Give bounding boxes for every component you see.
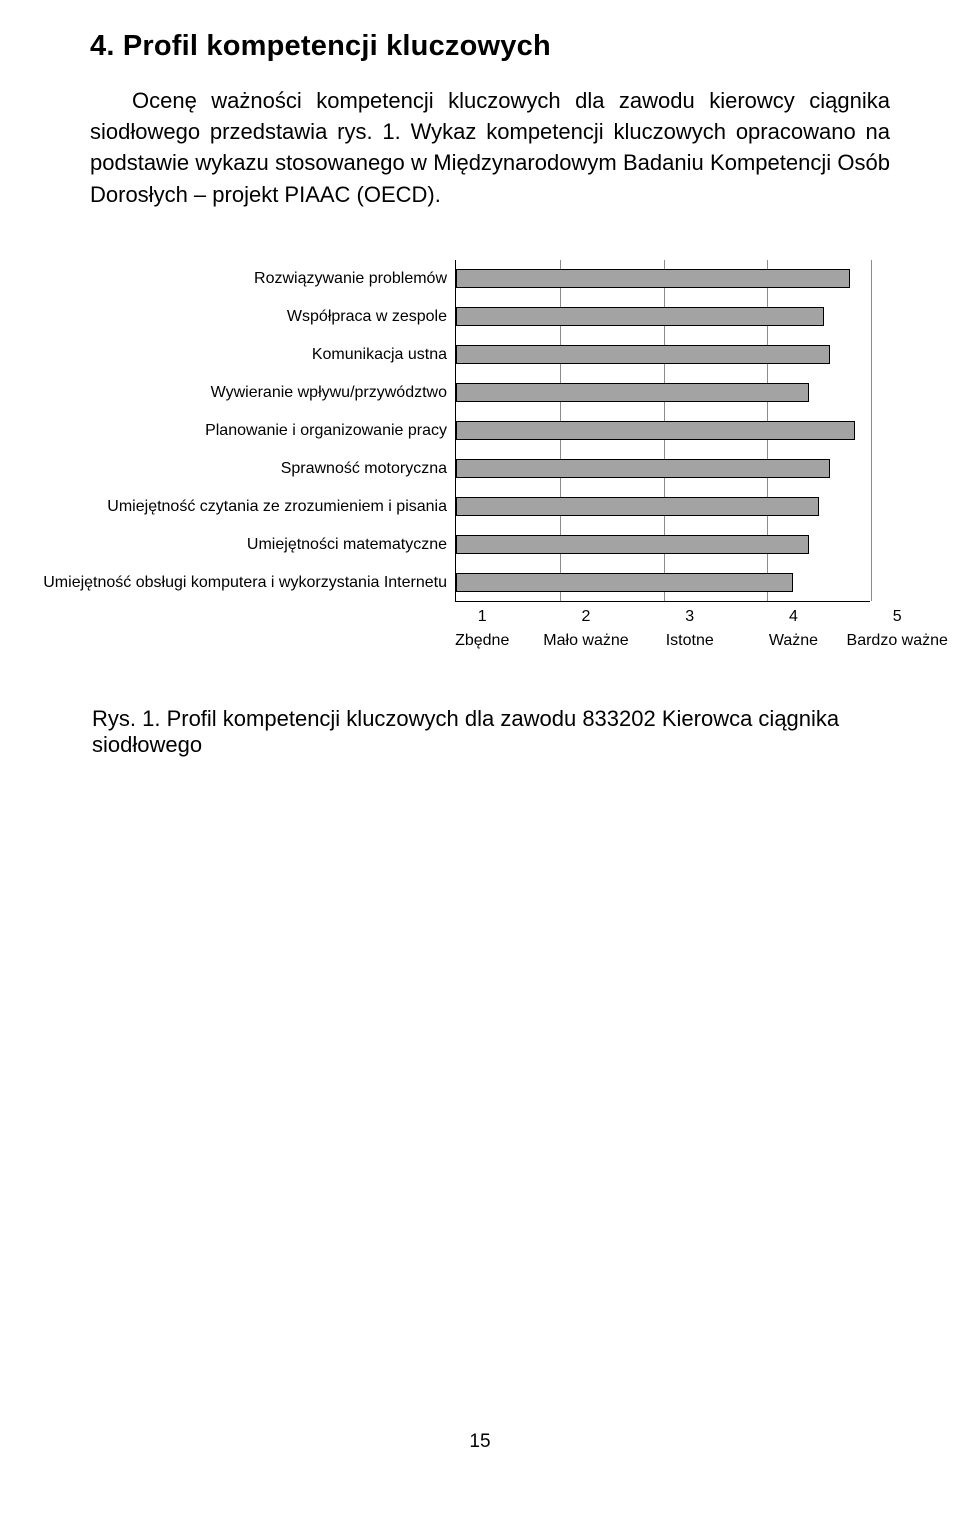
- chart-x-tick-number: 4: [789, 608, 798, 626]
- chart-bar: [456, 345, 830, 364]
- chart-x-axis: 12345 ZbędneMało ważneIstotneWażneBardzo…: [482, 602, 870, 668]
- chart-y-label: Planowanie i organizowanie pracy: [43, 412, 447, 450]
- chart-bar-row: [456, 525, 870, 563]
- chart-x-tick-number: 2: [582, 608, 591, 626]
- chart-bar: [456, 383, 809, 402]
- chart-bar-row: [456, 487, 870, 525]
- chart-bar-row: [456, 449, 870, 487]
- chart-x-tick-number: 5: [893, 608, 902, 626]
- chart-y-label: Rozwiązywanie problemów: [43, 260, 447, 298]
- chart-bar: [456, 573, 793, 592]
- chart-bar-row: [456, 336, 870, 374]
- chart-y-label: Umiejętność czytania ze zrozumieniem i p…: [43, 488, 447, 526]
- chart-bar-row: [456, 374, 870, 412]
- section-title: 4. Profil kompetencji kluczowych: [90, 30, 890, 63]
- chart-y-label: Komunikacja ustna: [43, 336, 447, 374]
- paragraph-text: Ocenę ważności kompetencji kluczowych dl…: [90, 88, 890, 207]
- competency-chart: Rozwiązywanie problemówWspółpraca w zesp…: [90, 260, 870, 602]
- chart-bar: [456, 307, 824, 326]
- chart-x-tick-number: 3: [685, 608, 694, 626]
- chart-bar: [456, 421, 855, 440]
- chart-bar-row: [456, 563, 870, 601]
- chart-x-tick-number: 1: [478, 608, 487, 626]
- chart-bar: [456, 459, 830, 478]
- chart-bar-row: [456, 298, 870, 336]
- chart-bar: [456, 497, 819, 516]
- chart-y-label: Umiejętność obsługi komputera i wykorzys…: [43, 564, 447, 602]
- chart-x-tick-label: Bardzo ważne: [847, 632, 948, 650]
- chart-y-label: Współpraca w zespole: [43, 298, 447, 336]
- chart-x-tick-label: Ważne: [769, 632, 818, 650]
- chart-bar: [456, 535, 809, 554]
- chart-x-tick-label: Zbędne: [455, 632, 509, 650]
- chart-x-tick-label: Mało ważne: [543, 632, 628, 650]
- chart-y-label: Umiejętności matematyczne: [43, 526, 447, 564]
- chart-bar-row: [456, 260, 870, 298]
- section-paragraph: Ocenę ważności kompetencji kluczowych dl…: [90, 85, 890, 210]
- page-number: 15: [0, 1431, 960, 1453]
- figure-caption: Rys. 1. Profil kompetencji kluczowych dl…: [92, 706, 890, 758]
- chart-bar-row: [456, 412, 870, 450]
- chart-y-label: Wywieranie wpływu/przywództwo: [43, 374, 447, 412]
- chart-bar: [456, 269, 850, 288]
- chart-y-labels: Rozwiązywanie problemówWspółpraca w zesp…: [43, 260, 455, 602]
- chart-plot-area: [455, 260, 870, 602]
- chart-gridline: [871, 260, 872, 601]
- chart-x-tick-label: Istotne: [666, 632, 714, 650]
- chart-y-label: Sprawność motoryczna: [43, 450, 447, 488]
